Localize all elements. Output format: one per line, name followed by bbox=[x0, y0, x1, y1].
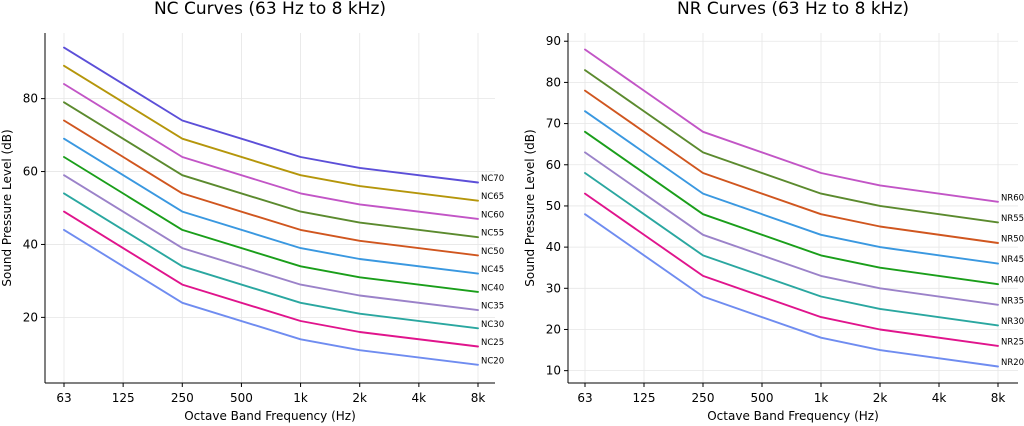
nr-curve-label-nr35: NR35 bbox=[1001, 296, 1024, 306]
nr-y-tick-label-4: 50 bbox=[546, 199, 561, 213]
nc-curve-label-nc70: NC70 bbox=[481, 174, 504, 184]
nc-curve-label-nc30: NC30 bbox=[481, 320, 504, 330]
nr-series-line-nr20 bbox=[584, 213, 999, 368]
nc-x-tick-label-2: 250 bbox=[171, 391, 194, 405]
nc-series-line-nc20 bbox=[63, 228, 479, 366]
nr-curve-label-nr45: NR45 bbox=[1001, 255, 1024, 265]
nr-chart-panel: NR60 NR55 NR50 NR45 NR40 NR35 NR30 NR25 NR20 63 12… bbox=[523, 0, 1024, 423]
nr-x-tick-label-3: 500 bbox=[751, 391, 774, 405]
nr-x-tick-label-2: 250 bbox=[692, 391, 715, 405]
nr-y-tick-label-0: 10 bbox=[546, 364, 561, 378]
nr-curve-label-nr30: NR30 bbox=[1001, 317, 1024, 327]
nc-curve-label-nc20: NC20 bbox=[481, 356, 504, 366]
nr-curve-label-nr25: NR25 bbox=[1001, 337, 1024, 347]
nc-series-line-nc45 bbox=[63, 137, 479, 275]
nr-y-tick-label-3: 40 bbox=[546, 240, 561, 254]
nc-series-line-nc60 bbox=[63, 83, 479, 220]
nc-x-axis-label: Octave Band Frequency (Hz) bbox=[184, 409, 356, 423]
nr-x-axis-label: Octave Band Frequency (Hz) bbox=[707, 409, 879, 423]
nc-y-tick-label-0: 20 bbox=[23, 310, 38, 324]
nc-series-line-nc35 bbox=[63, 174, 479, 312]
nc-series-line-nc40 bbox=[63, 156, 479, 293]
nc-x-tick-label-7: 8k bbox=[471, 391, 486, 405]
nr-x-tick-label-4: 1k bbox=[814, 391, 829, 405]
nc-chart-panel: NC70 NC65 NC60 NC55 NC50 NC45 NC40 NC35 NC30 NC25… bbox=[0, 0, 504, 423]
nr-y-tick-label-8: 90 bbox=[546, 34, 561, 48]
nc-curve-label-nc50: NC50 bbox=[481, 247, 504, 257]
nc-series-line-nc50 bbox=[63, 119, 479, 257]
nr-curve-label-nr55: NR55 bbox=[1001, 214, 1024, 224]
nc-x-tick-label-5: 2k bbox=[352, 391, 367, 405]
nc-chart-title: NC Curves (63 Hz to 8 kHz) bbox=[154, 0, 386, 19]
nr-y-tick-label-7: 80 bbox=[546, 75, 561, 89]
nr-y-tick-label-1: 20 bbox=[546, 322, 561, 336]
nc-curve-label-nc65: NC65 bbox=[481, 192, 504, 202]
nc-y-tick-label-1: 40 bbox=[23, 237, 38, 251]
nr-series-line-nr30 bbox=[584, 172, 999, 327]
nr-x-tick-label-7: 8k bbox=[991, 391, 1006, 405]
nr-series-line-nr45 bbox=[584, 110, 999, 265]
nc-series-line-nc30 bbox=[63, 192, 479, 330]
nc-x-tick-label-4: 1k bbox=[293, 391, 308, 405]
nr-series-line-nr55 bbox=[584, 69, 999, 224]
nc-x-tick-label-0: 63 bbox=[56, 391, 71, 405]
nc-series-line-nc65 bbox=[63, 64, 479, 202]
nc-series-line-nc70 bbox=[63, 46, 479, 184]
nc-y-axis-label: Sound Pressure Level (dB) bbox=[0, 129, 14, 286]
nc-y-tick-label-3: 80 bbox=[23, 92, 38, 106]
nc-x-tick-label-6: 4k bbox=[412, 391, 427, 405]
nr-series-line-nr50 bbox=[584, 89, 999, 244]
nr-curve-label-nr60: NR60 bbox=[1001, 193, 1024, 203]
nr-y-tick-label-5: 60 bbox=[546, 158, 561, 172]
nr-series-line-nr60 bbox=[584, 48, 999, 203]
nc-curve-label-nc55: NC55 bbox=[481, 229, 504, 239]
nr-series-line-nr25 bbox=[584, 192, 999, 347]
nr-x-tick-label-6: 4k bbox=[932, 391, 947, 405]
nr-y-tick-label-6: 70 bbox=[546, 117, 561, 131]
nr-chart-title: NR Curves (63 Hz to 8 kHz) bbox=[677, 0, 909, 19]
nr-y-tick-label-2: 30 bbox=[546, 281, 561, 295]
nr-curve-label-nr40: NR40 bbox=[1001, 276, 1024, 286]
nc-curve-label-nc60: NC60 bbox=[481, 210, 504, 220]
nc-series-line-nc55 bbox=[63, 101, 479, 239]
nc-curve-label-nc40: NC40 bbox=[481, 283, 504, 293]
nc-series-line-nc25 bbox=[63, 210, 479, 348]
nr-y-axis-label: Sound Pressure Level (dB) bbox=[523, 129, 537, 286]
nc-curve-label-nc35: NC35 bbox=[481, 302, 504, 312]
nr-series-line-nr40 bbox=[584, 130, 999, 286]
nc-x-tick-label-3: 500 bbox=[230, 391, 253, 405]
nr-x-tick-label-1: 125 bbox=[633, 391, 656, 405]
nr-x-tick-label-0: 63 bbox=[577, 391, 592, 405]
nc-curve-label-nc25: NC25 bbox=[481, 338, 504, 348]
nr-curve-label-nr20: NR20 bbox=[1001, 358, 1024, 368]
nc-curve-label-nc45: NC45 bbox=[481, 265, 504, 275]
nr-x-tick-label-5: 2k bbox=[873, 391, 888, 405]
nr-curve-label-nr50: NR50 bbox=[1001, 235, 1024, 245]
nc-x-tick-label-1: 125 bbox=[112, 391, 135, 405]
nc-y-tick-label-2: 60 bbox=[23, 165, 38, 179]
nr-series-line-nr35 bbox=[584, 151, 999, 306]
